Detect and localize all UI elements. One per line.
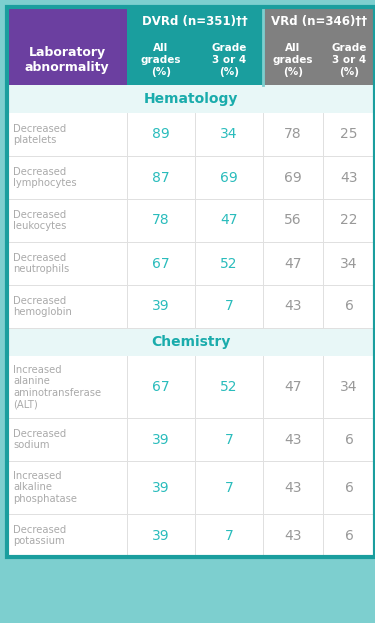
Text: 34: 34 (220, 128, 238, 141)
Text: Hematology: Hematology (144, 92, 238, 106)
Text: 7: 7 (225, 432, 233, 447)
Text: 87: 87 (152, 171, 170, 184)
Text: 6: 6 (345, 528, 353, 543)
Text: 7: 7 (225, 480, 233, 495)
Text: 6: 6 (345, 432, 353, 447)
Bar (7, 156, 375, 199)
Text: Laboratory
abnormality: Laboratory abnormality (25, 46, 109, 74)
Text: 67: 67 (152, 257, 170, 270)
Text: 34: 34 (340, 257, 358, 270)
Text: 43: 43 (284, 432, 302, 447)
Text: 7: 7 (225, 528, 233, 543)
Text: DVRd (n=351)††: DVRd (n=351)†† (142, 14, 248, 27)
Text: 89: 89 (152, 128, 170, 141)
Text: Grade
3 or 4
(%): Grade 3 or 4 (%) (332, 44, 367, 77)
Text: 6: 6 (345, 480, 353, 495)
Text: Increased
alkaline
phosphatase: Increased alkaline phosphatase (13, 471, 77, 504)
Text: All
grades
(%): All grades (%) (141, 44, 181, 77)
Text: 25: 25 (340, 128, 358, 141)
Text: 34: 34 (340, 380, 358, 394)
Text: 39: 39 (152, 528, 170, 543)
Text: 78: 78 (152, 214, 170, 227)
Text: Decreased
neutrophils: Decreased neutrophils (13, 253, 69, 274)
Text: 39: 39 (152, 432, 170, 447)
Bar (7, 113, 375, 156)
Text: Decreased
lymphocytes: Decreased lymphocytes (13, 167, 76, 188)
Bar (7, 514, 375, 557)
Text: 39: 39 (152, 300, 170, 313)
Text: 43: 43 (340, 171, 358, 184)
Text: All
grades
(%): All grades (%) (273, 44, 313, 77)
Text: 52: 52 (220, 257, 238, 270)
Bar (7, 199, 375, 242)
Text: Decreased
potassium: Decreased potassium (13, 525, 66, 546)
Text: 6: 6 (345, 300, 353, 313)
Bar (263, 7, 375, 35)
Text: 52: 52 (220, 380, 238, 394)
Text: 22: 22 (340, 214, 358, 227)
Text: VRd (n=346)††: VRd (n=346)†† (271, 14, 367, 27)
Text: 67: 67 (152, 380, 170, 394)
Text: Decreased
platelets: Decreased platelets (13, 124, 66, 145)
Bar (7, 461, 375, 514)
Text: 78: 78 (284, 128, 302, 141)
Text: 69: 69 (284, 171, 302, 184)
Text: 56: 56 (284, 214, 302, 227)
Text: Decreased
sodium: Decreased sodium (13, 429, 66, 450)
Text: 39: 39 (152, 480, 170, 495)
Text: 47: 47 (220, 214, 238, 227)
Bar (323, 35, 375, 85)
Bar (7, 418, 375, 461)
Text: 47: 47 (284, 257, 302, 270)
Bar (263, 35, 323, 85)
Text: Chemistry: Chemistry (151, 335, 231, 349)
Text: Increased
alanine
aminotransferase
(ALT): Increased alanine aminotransferase (ALT) (13, 364, 101, 409)
Bar (195, 35, 263, 85)
Bar (127, 7, 263, 35)
Bar (7, 7, 127, 85)
Bar (7, 85, 375, 113)
Bar (127, 35, 195, 85)
Bar (7, 356, 375, 418)
Text: 7: 7 (225, 300, 233, 313)
Text: 43: 43 (284, 528, 302, 543)
Bar (7, 285, 375, 328)
Text: Grade
3 or 4
(%): Grade 3 or 4 (%) (211, 44, 247, 77)
Text: 43: 43 (284, 480, 302, 495)
Bar (7, 328, 375, 356)
Text: 47: 47 (284, 380, 302, 394)
Text: Decreased
leukocytes: Decreased leukocytes (13, 210, 66, 231)
Text: 69: 69 (220, 171, 238, 184)
Bar (7, 242, 375, 285)
Text: Decreased
hemoglobin: Decreased hemoglobin (13, 296, 72, 317)
Bar (7, 7, 375, 557)
Text: 43: 43 (284, 300, 302, 313)
